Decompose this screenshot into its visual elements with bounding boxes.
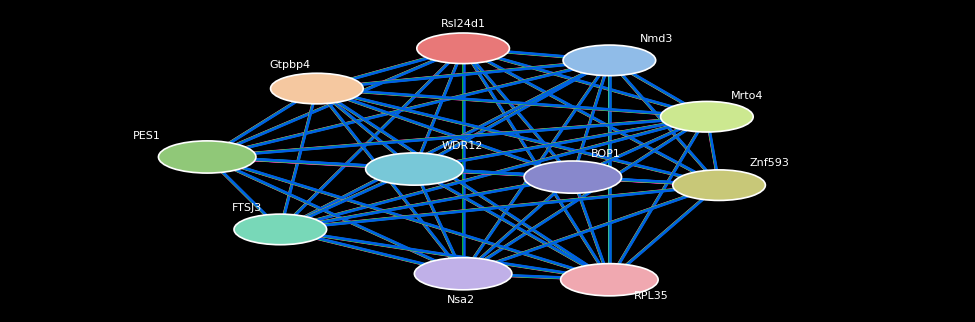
Text: BOP1: BOP1: [591, 149, 621, 159]
Circle shape: [564, 45, 655, 76]
Circle shape: [673, 170, 765, 200]
Circle shape: [417, 33, 509, 64]
Text: Mrto4: Mrto4: [731, 90, 763, 100]
Circle shape: [561, 264, 658, 296]
Circle shape: [366, 153, 463, 185]
Text: WDR12: WDR12: [441, 141, 483, 151]
Text: PES1: PES1: [133, 131, 161, 141]
Circle shape: [234, 214, 327, 245]
Circle shape: [271, 73, 363, 104]
Text: Nmd3: Nmd3: [640, 34, 673, 44]
Circle shape: [524, 161, 622, 193]
Text: Znf593: Znf593: [750, 158, 790, 168]
Circle shape: [661, 101, 754, 132]
Text: FTSJ3: FTSJ3: [232, 203, 262, 213]
Text: Gtpbp4: Gtpbp4: [270, 61, 311, 71]
Circle shape: [158, 141, 255, 173]
Text: Rsl24d1: Rsl24d1: [441, 19, 486, 29]
Text: RPL35: RPL35: [634, 291, 669, 301]
Text: Nsa2: Nsa2: [447, 295, 475, 305]
Circle shape: [414, 258, 512, 290]
